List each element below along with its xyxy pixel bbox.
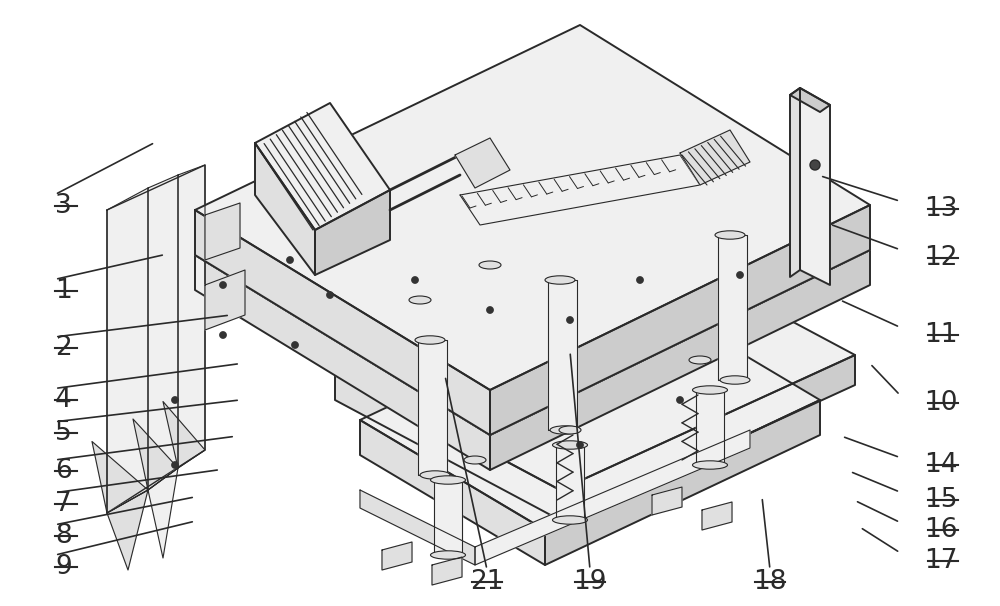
Ellipse shape xyxy=(692,386,728,394)
Polygon shape xyxy=(255,143,315,275)
Ellipse shape xyxy=(430,551,466,559)
Polygon shape xyxy=(148,175,178,490)
Polygon shape xyxy=(790,88,800,277)
Circle shape xyxy=(172,462,178,468)
Polygon shape xyxy=(545,400,820,565)
Text: 14: 14 xyxy=(924,452,958,478)
Circle shape xyxy=(576,442,584,448)
Text: 5: 5 xyxy=(55,420,72,446)
Polygon shape xyxy=(107,165,205,513)
Polygon shape xyxy=(382,542,412,570)
Circle shape xyxy=(810,160,820,170)
Circle shape xyxy=(220,331,226,339)
Ellipse shape xyxy=(552,516,588,524)
Ellipse shape xyxy=(559,426,581,434)
Text: 17: 17 xyxy=(924,547,958,573)
Polygon shape xyxy=(360,420,545,565)
Polygon shape xyxy=(790,88,830,112)
Text: 19: 19 xyxy=(573,568,607,594)
Polygon shape xyxy=(556,445,584,520)
Polygon shape xyxy=(718,235,747,380)
Ellipse shape xyxy=(415,336,445,344)
Polygon shape xyxy=(92,442,148,513)
Ellipse shape xyxy=(420,471,450,479)
Polygon shape xyxy=(195,255,490,470)
Polygon shape xyxy=(490,205,870,435)
Circle shape xyxy=(412,276,418,284)
Polygon shape xyxy=(455,138,510,188)
Polygon shape xyxy=(360,490,475,565)
Ellipse shape xyxy=(545,276,575,284)
Polygon shape xyxy=(195,210,490,435)
Ellipse shape xyxy=(720,376,750,384)
Circle shape xyxy=(172,396,178,404)
Text: 9: 9 xyxy=(55,553,72,579)
Text: 12: 12 xyxy=(924,244,958,270)
Polygon shape xyxy=(107,188,148,513)
Circle shape xyxy=(292,342,298,348)
Ellipse shape xyxy=(715,231,745,239)
Polygon shape xyxy=(548,280,577,430)
Polygon shape xyxy=(195,70,870,435)
Polygon shape xyxy=(205,203,240,260)
Ellipse shape xyxy=(552,441,588,449)
Text: 10: 10 xyxy=(924,390,958,416)
Ellipse shape xyxy=(692,461,728,469)
Polygon shape xyxy=(490,250,870,470)
Circle shape xyxy=(326,291,334,299)
Polygon shape xyxy=(133,419,178,490)
Circle shape xyxy=(287,256,294,264)
Text: 1: 1 xyxy=(55,278,72,304)
Text: 4: 4 xyxy=(55,387,72,413)
Ellipse shape xyxy=(550,426,580,435)
Polygon shape xyxy=(335,235,855,490)
Ellipse shape xyxy=(430,476,466,484)
Circle shape xyxy=(220,282,226,288)
Polygon shape xyxy=(460,155,700,225)
Ellipse shape xyxy=(689,356,711,364)
Text: 11: 11 xyxy=(924,322,958,348)
Polygon shape xyxy=(360,290,820,530)
Polygon shape xyxy=(255,103,390,230)
Text: 13: 13 xyxy=(924,196,958,222)
Text: 16: 16 xyxy=(924,517,958,543)
Polygon shape xyxy=(652,487,682,515)
Polygon shape xyxy=(432,557,462,585)
Circle shape xyxy=(736,271,744,279)
Text: 7: 7 xyxy=(55,491,72,517)
Polygon shape xyxy=(696,390,724,465)
Ellipse shape xyxy=(464,456,486,464)
Polygon shape xyxy=(195,25,870,390)
Polygon shape xyxy=(148,468,178,558)
Circle shape xyxy=(637,276,644,284)
Circle shape xyxy=(676,396,684,404)
Text: 15: 15 xyxy=(924,487,958,513)
Polygon shape xyxy=(560,355,855,520)
Text: 3: 3 xyxy=(55,193,72,219)
Circle shape xyxy=(566,316,574,324)
Text: 2: 2 xyxy=(55,335,72,361)
Polygon shape xyxy=(800,88,830,285)
Ellipse shape xyxy=(479,261,501,269)
Polygon shape xyxy=(335,370,560,520)
Polygon shape xyxy=(475,430,750,565)
Text: 8: 8 xyxy=(55,523,72,549)
Polygon shape xyxy=(315,190,390,275)
Polygon shape xyxy=(702,502,732,530)
Polygon shape xyxy=(205,270,245,330)
Text: 18: 18 xyxy=(753,568,787,594)
Text: 21: 21 xyxy=(470,568,504,594)
Polygon shape xyxy=(178,165,205,468)
Polygon shape xyxy=(163,402,205,468)
Polygon shape xyxy=(107,490,148,570)
Ellipse shape xyxy=(409,296,431,304)
Polygon shape xyxy=(680,130,750,185)
Polygon shape xyxy=(418,340,447,475)
Text: 6: 6 xyxy=(55,458,72,484)
Polygon shape xyxy=(434,480,462,555)
Circle shape xyxy=(486,307,494,313)
